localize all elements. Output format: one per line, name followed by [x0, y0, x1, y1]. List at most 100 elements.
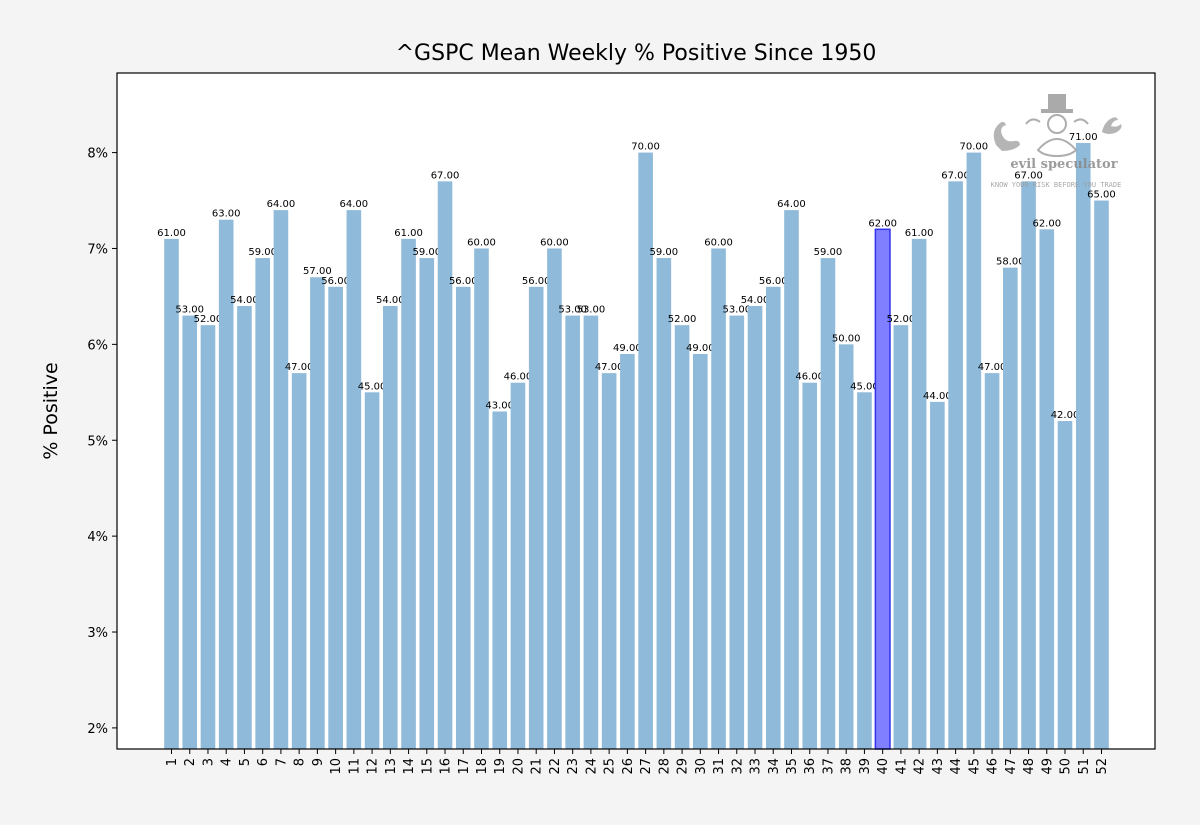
x-tick-label-42: 42	[913, 758, 928, 775]
x-tick-label-29: 29	[676, 758, 691, 775]
x-tick-label-22: 22	[548, 758, 563, 775]
x-tick-label-6: 6	[256, 758, 271, 766]
data-label-week-22: 60.00	[540, 237, 569, 248]
x-tick-label-46: 46	[986, 758, 1001, 775]
data-label-week-13: 54.00	[376, 295, 405, 306]
data-label-week-18: 60.00	[467, 237, 496, 248]
data-label-week-33: 54.00	[741, 295, 770, 306]
x-tick-label-43: 43	[931, 758, 946, 775]
bar-week-12	[364, 392, 380, 749]
bar-week-35	[784, 210, 799, 749]
data-label-week-51: 71.00	[1069, 132, 1098, 143]
x-tick-label-20: 20	[511, 758, 526, 775]
data-label-week-37: 59.00	[814, 247, 843, 258]
x-tick-label-14: 14	[402, 758, 417, 775]
x-tick-label-8: 8	[293, 758, 308, 766]
bar-week-52	[1094, 200, 1109, 749]
y-tick-label-2: 2%	[87, 722, 108, 737]
x-tick-label-11: 11	[347, 758, 362, 775]
x-tick-label-4: 4	[220, 758, 235, 766]
bar-week-7	[273, 210, 289, 749]
data-label-week-7: 64.00	[267, 199, 296, 210]
x-tick-label-37: 37	[821, 758, 836, 775]
x-tick-label-3: 3	[201, 758, 216, 766]
data-label-week-49: 62.00	[1032, 218, 1061, 229]
bar-week-39	[857, 392, 872, 749]
bar-week-23	[565, 315, 580, 749]
bar-week-15	[419, 258, 435, 749]
x-tick-label-7: 7	[274, 758, 289, 766]
bar-week-11	[346, 210, 362, 749]
bar-week-26	[620, 353, 635, 749]
data-label-week-52: 65.00	[1087, 190, 1116, 201]
data-label-week-42: 61.00	[905, 228, 934, 239]
x-tick-label-15: 15	[420, 758, 435, 775]
swan-right-icon	[1102, 117, 1122, 134]
data-label-week-28: 59.00	[650, 247, 679, 258]
y-tick-label-7: 7%	[87, 242, 108, 257]
data-label-week-50: 42.00	[1051, 410, 1080, 421]
bar-week-29	[674, 325, 690, 749]
bar-week-42	[911, 238, 927, 749]
bar-week-32	[729, 315, 745, 749]
data-label-week-46: 47.00	[978, 362, 1007, 373]
y-axis-label: % Positive	[40, 362, 62, 459]
top-hat-icon	[1048, 94, 1066, 110]
bar-week-30	[693, 353, 708, 749]
data-label-week-14: 61.00	[394, 228, 423, 239]
bar-week-34	[765, 286, 781, 749]
bar-week-44	[948, 181, 963, 750]
data-label-week-17: 56.00	[449, 276, 478, 287]
x-tick-label-18: 18	[475, 758, 490, 775]
data-label-week-4: 63.00	[212, 209, 241, 220]
data-label-week-43: 44.00	[923, 391, 952, 402]
swan-left-icon	[993, 121, 1020, 151]
x-ticks-group: 1 2 3 4 5 6 7 8 9 10 11 12 13 14 15 16 17 18 19 20 21 22 23 24 2…	[165, 749, 1110, 775]
x-tick-label-23: 23	[566, 758, 581, 775]
x-tick-label-12: 12	[366, 758, 381, 775]
x-tick-label-1: 1	[165, 758, 180, 766]
bar-week-22	[547, 248, 562, 749]
y-tick-label-4: 4%	[87, 530, 108, 545]
bar-week-47	[1003, 267, 1018, 749]
bar-week-41	[893, 325, 909, 749]
data-label-week-12: 45.00	[358, 381, 387, 392]
x-tick-label-30: 30	[694, 758, 709, 775]
bar-week-3	[200, 325, 216, 749]
x-tick-label-40: 40	[876, 758, 891, 775]
x-tick-label-31: 31	[712, 758, 727, 775]
data-label-week-3: 52.00	[194, 314, 223, 325]
bar-week-48	[1021, 181, 1036, 750]
bar-week-24	[583, 315, 599, 749]
chart-title: ^GSPC Mean Weekly % Positive Since 1950	[396, 41, 877, 66]
bar-week-8	[291, 373, 307, 749]
y-tick-label-3: 3%	[87, 626, 108, 641]
x-tick-label-27: 27	[639, 758, 654, 775]
bar-week-6	[255, 258, 270, 749]
bar-week-20	[510, 382, 526, 749]
y-tick-label-5: 5%	[87, 434, 108, 449]
data-label-week-41: 52.00	[887, 314, 916, 325]
x-tick-label-24: 24	[584, 758, 599, 775]
x-tick-label-52: 52	[1095, 758, 1110, 775]
x-tick-label-39: 39	[858, 758, 873, 775]
data-label-week-36: 46.00	[795, 372, 824, 383]
bar-week-50	[1057, 421, 1073, 749]
bar-week-43	[930, 401, 945, 749]
bar-week-38	[838, 344, 854, 749]
x-tick-label-51: 51	[1077, 758, 1092, 775]
x-tick-label-36: 36	[803, 758, 818, 775]
x-tick-label-35: 35	[785, 758, 800, 775]
x-tick-label-5: 5	[238, 758, 253, 766]
x-tick-label-25: 25	[603, 758, 618, 775]
bar-week-40	[874, 228, 891, 750]
bar-week-5	[237, 306, 252, 749]
bars-group: 61.0053.0052.0063.0054.0059.0064.0047.00…	[157, 132, 1116, 750]
x-tick-label-32: 32	[730, 758, 745, 775]
data-label-week-27: 70.00	[631, 142, 660, 153]
data-label-week-26: 49.00	[613, 343, 642, 354]
bar-week-16	[437, 181, 453, 750]
y-tick-label-6: 6%	[87, 338, 108, 353]
data-label-week-5: 54.00	[230, 295, 259, 306]
